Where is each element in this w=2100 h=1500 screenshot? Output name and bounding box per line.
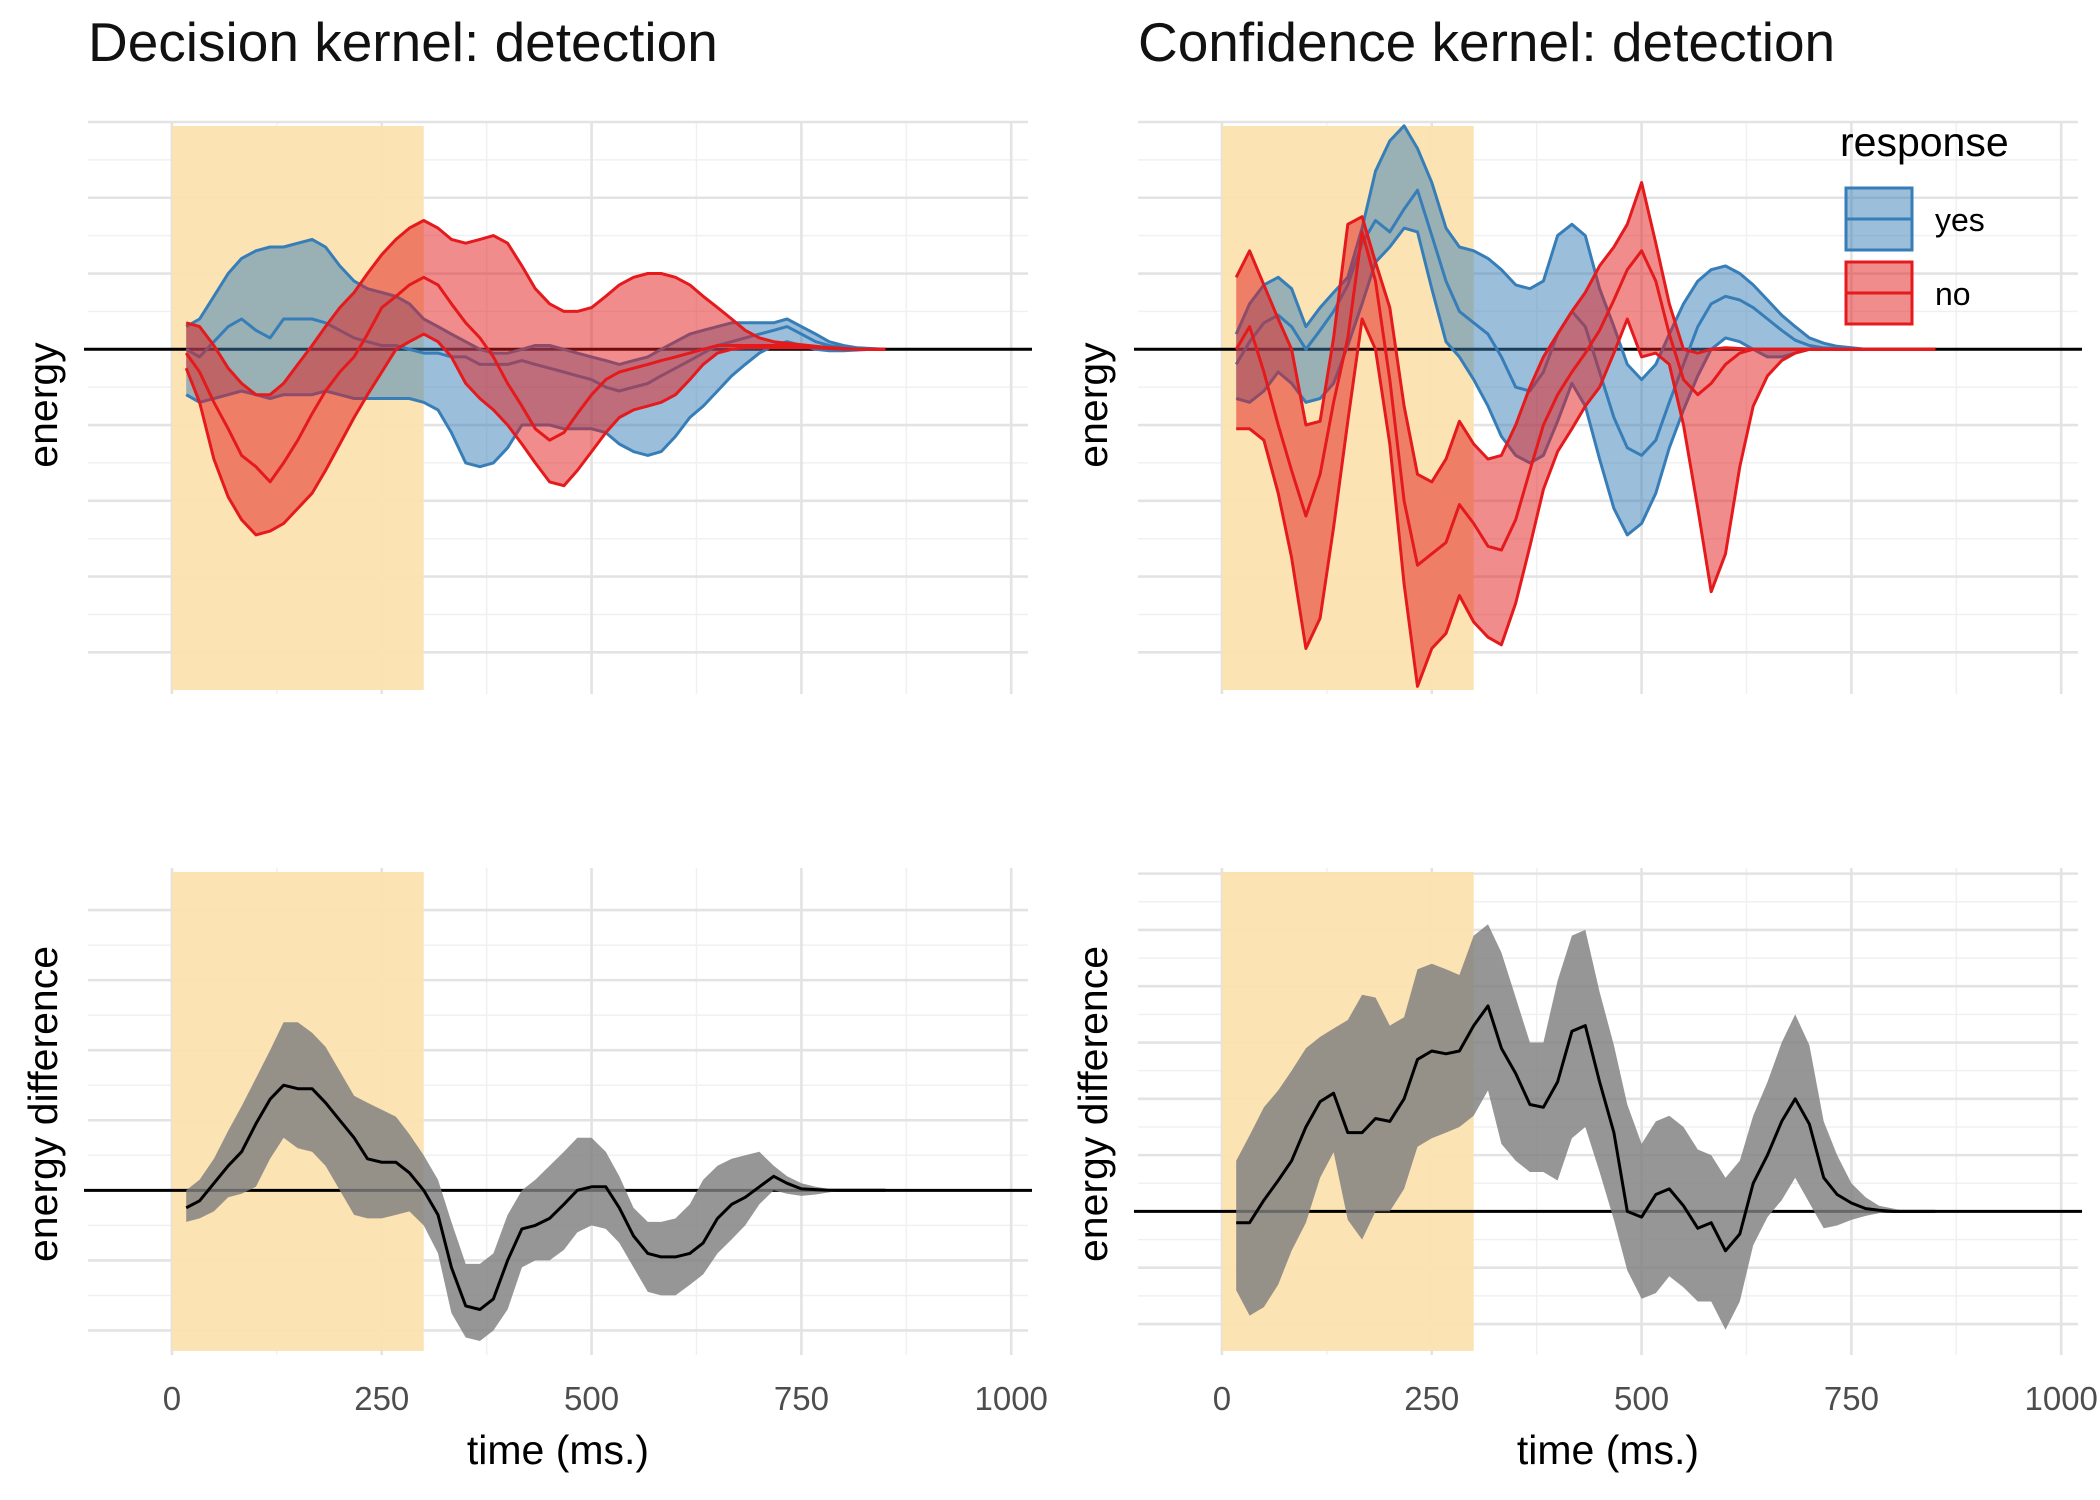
- confidence-difference-y-axis-label: energy difference: [1070, 946, 1116, 1262]
- decision-difference-plot-area: 0 250 500 750 1000: [84, 868, 1048, 1417]
- decision-kernel-panel: Decision kernel: detection energy: [20, 11, 1032, 694]
- confidence-difference-x-tick-label: 250: [1404, 1380, 1459, 1417]
- confidence-difference-difference-mean-line: [1236, 1004, 1936, 1253]
- confidence-difference-x-tick-label: 500: [1614, 1380, 1669, 1417]
- confidence-difference-difference-ribbon: [1236, 924, 1936, 1330]
- legend-item-no: no: [1844, 260, 1971, 326]
- decision-difference-x-axis-label: time (ms.): [467, 1427, 649, 1473]
- response-legend: response yes no: [1840, 119, 2009, 326]
- confidence-kernel-panel: Confidence kernel: detection energy: [1070, 11, 2082, 694]
- confidence-difference-x-tick-label: 0: [1213, 1380, 1231, 1417]
- confidence-difference-x-tick-label: 750: [1824, 1380, 1879, 1417]
- confidence-difference-panel: energy difference time (ms.) 0 250 500 750 1…: [1070, 868, 2098, 1473]
- decision-kernel-no-upper-line: [185, 219, 886, 397]
- decision-kernel-plot-area: [84, 120, 1032, 694]
- confidence-difference-x-tick-label: 1000: [2025, 1380, 2098, 1417]
- confidence-kernel-plot-area: [1134, 120, 2082, 694]
- decision-kernel-no-mean-line: [184, 275, 886, 484]
- confidence-kernel-title: Confidence kernel: detection: [1138, 11, 1835, 73]
- legend-item-yes: yes: [1844, 186, 1985, 252]
- decision-kernel-no-ribbon: [186, 220, 886, 535]
- decision-difference-x-tick-label: 1000: [975, 1380, 1048, 1417]
- confidence-difference-plot-area: 0 250 500 750 1000: [1134, 868, 2098, 1417]
- decision-difference-difference-ribbon: [186, 1022, 886, 1341]
- decision-difference-x-tick-label: 250: [354, 1380, 409, 1417]
- decision-kernel-y-axis-label: energy: [20, 342, 66, 468]
- decision-difference-difference-mean-line: [185, 1083, 886, 1311]
- legend-label-no: no: [1935, 276, 1971, 312]
- decision-difference-x-tick-label: 750: [774, 1380, 829, 1417]
- decision-difference-panel: energy difference time (ms.) 0 250 500 750 1…: [20, 868, 1048, 1473]
- decision-difference-x-tick-label: 0: [163, 1380, 181, 1417]
- legend-label-yes: yes: [1935, 202, 1985, 238]
- decision-difference-x-tick-label: 500: [564, 1380, 619, 1417]
- legend-title: response: [1840, 119, 2009, 165]
- confidence-kernel-no-mean-line: [1234, 230, 1936, 567]
- decision-kernel-title: Decision kernel: detection: [88, 11, 718, 73]
- confidence-kernel-y-axis-label: energy: [1070, 342, 1116, 468]
- decision-kernel-no-lower-line: [184, 332, 886, 537]
- decision-difference-y-axis-label: energy difference: [20, 946, 66, 1262]
- confidence-kernel-no-ribbon: [1236, 182, 1936, 687]
- confidence-difference-x-axis-label: time (ms.): [1517, 1427, 1699, 1473]
